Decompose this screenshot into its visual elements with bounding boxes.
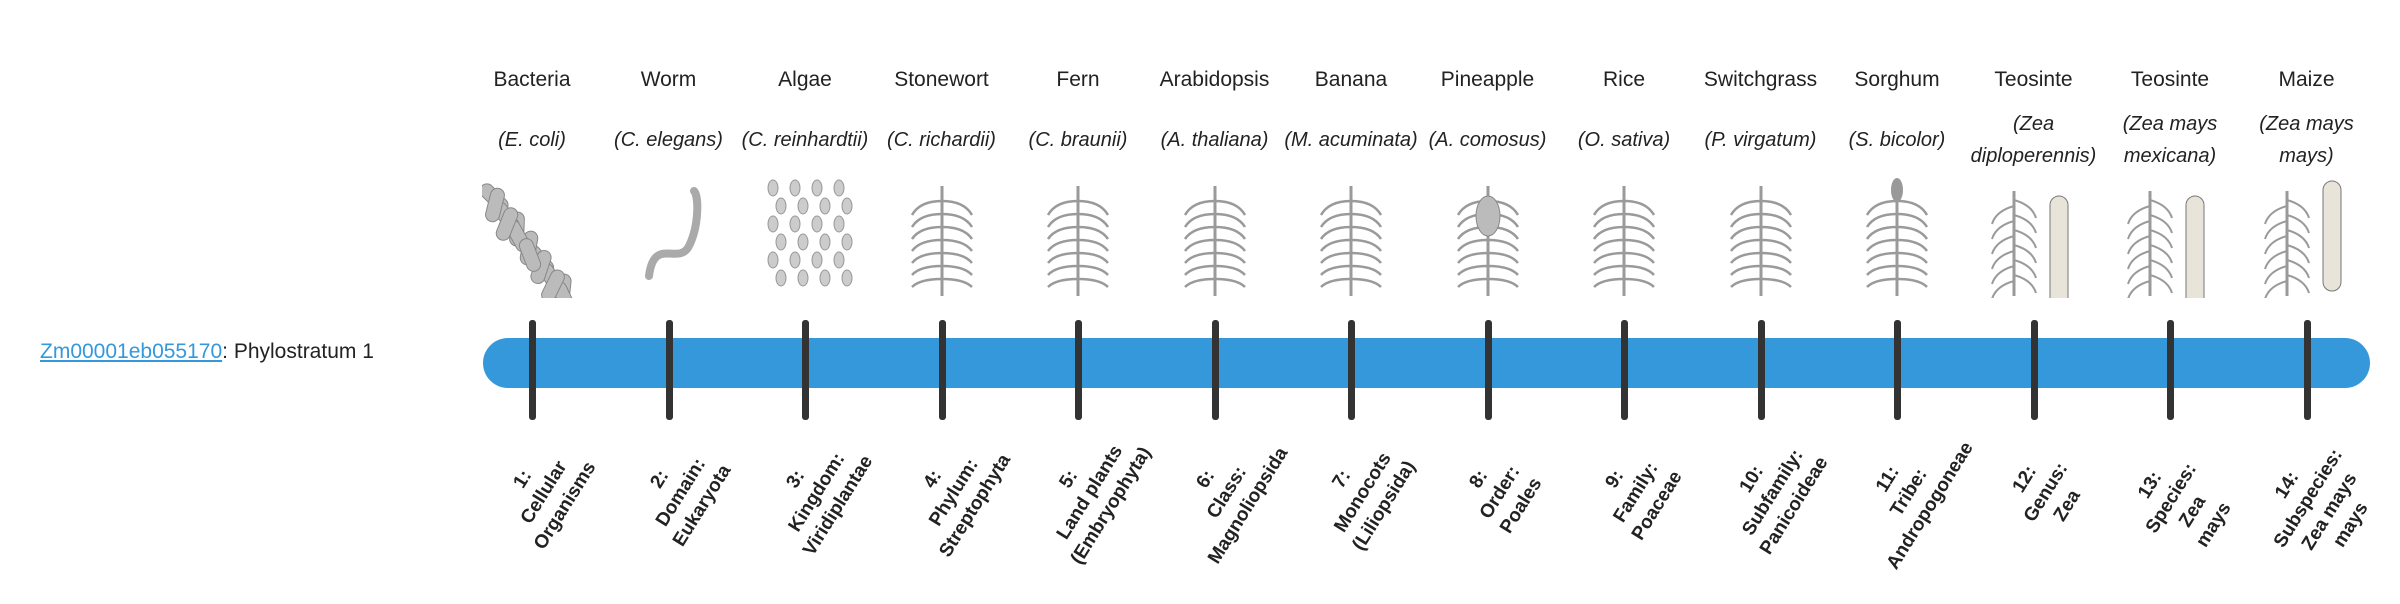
worm-icon	[619, 176, 719, 298]
stratum-tick	[529, 320, 536, 420]
pineapple-icon	[1438, 176, 1538, 298]
organism-species: (C. reinhardtii)	[737, 108, 873, 172]
organism-common-name: Banana	[1314, 68, 1388, 91]
stratum-tick	[1348, 320, 1355, 420]
organism-species: (O. sativa)	[1556, 108, 1692, 172]
fern-icon	[1028, 176, 1128, 298]
stratum-label: 1: Cellular Organisms	[467, 401, 621, 585]
species-text: (E. coli)	[498, 129, 566, 151]
bacteria-icon	[479, 176, 582, 315]
stratum-tick	[1211, 320, 1219, 420]
organism-species: (Zea mays mexicana)	[2102, 108, 2238, 172]
stratum-label: 5: Land plants (Embryophyta)	[1013, 401, 1167, 585]
organism-common-name: Sorghum	[1854, 68, 1940, 91]
organism-common-name: Maize	[2278, 68, 2335, 91]
stonewort-icon	[892, 176, 992, 298]
organism-species: (M. acuminata)	[1283, 108, 1419, 172]
species-text: (A. thaliana)	[1160, 129, 1269, 151]
organism-species: (C. braunii)	[1010, 108, 1146, 172]
phylostratum-text: : Phylostratum 1	[222, 340, 374, 363]
species-text: (P. virgatum)	[1704, 129, 1817, 151]
timeline-bar	[483, 338, 2370, 388]
species-text: (C. braunii)	[1028, 129, 1128, 151]
sorghum-icon	[1847, 176, 1947, 298]
stratum-tick	[1621, 320, 1628, 420]
organism-common-name: Rice	[1602, 68, 1645, 91]
switchgrass-icon	[1711, 176, 1811, 298]
stratum-tick	[938, 320, 946, 420]
species-text: (C. elegans)	[614, 129, 723, 151]
stratum-label: 14: Subspecies: Zea mays mays	[2231, 406, 2400, 603]
organism-common-name: Bacteria	[493, 68, 571, 91]
organism-species: (Zea mays mays)	[2239, 108, 2375, 172]
stratum-label: 11: Tribe: Andropogoneae	[1832, 401, 1986, 585]
organism-species: (C. elegans)	[601, 108, 737, 172]
species-text: (Zea mays mexicana)	[2122, 113, 2218, 167]
organism-species: (S. bicolor)	[1829, 108, 1965, 172]
species-text: (Zea diploperennis)	[1970, 113, 2097, 167]
species-text: (O. sativa)	[1577, 129, 1671, 151]
organism-common-name: Pineapple	[1440, 68, 1535, 91]
banana-icon	[1301, 176, 1401, 298]
stratum-tick	[665, 320, 673, 420]
stratum-label: 10: Subfamily: Panicoideae	[1696, 401, 1850, 585]
stratum-tick	[1757, 320, 1765, 420]
stratum-label: 9: Family: Poaceae	[1559, 401, 1713, 585]
teosinte-icon	[2120, 176, 2220, 307]
arabidopsis-icon	[1165, 176, 1265, 298]
organism-common-name: Algae	[778, 68, 832, 91]
stratum-tick	[2303, 320, 2311, 420]
organism-common-name: Teosinte	[2130, 68, 2210, 91]
stratum-label: 13: Species: Zea mays	[2095, 406, 2270, 603]
species-text: (A. comosus)	[1428, 129, 1547, 151]
stratum-label: 2: Domain: Eukaryota	[604, 401, 758, 585]
stratum-tick	[1075, 320, 1082, 420]
species-text: (Zea mays mays)	[2259, 113, 2354, 167]
stratum-label: 8: Order: Poales	[1423, 401, 1577, 585]
organism-species: (A. thaliana)	[1147, 108, 1283, 172]
stratum-label: 4: Phylum: Streptophyta	[877, 401, 1031, 585]
maize-icon	[2257, 176, 2357, 300]
species-text: (M. acuminata)	[1284, 129, 1418, 151]
organism-species: (P. virgatum)	[1693, 108, 1829, 172]
organism-common-name: Stonewort	[894, 68, 989, 91]
organism-common-name: Teosinte	[1994, 68, 2073, 91]
gene-link[interactable]: Zm00001eb055170	[40, 340, 223, 363]
stratum-tick	[1894, 320, 1901, 420]
organism-species: (Zea diploperennis)	[1966, 108, 2102, 172]
organism-common-name: Fern	[1056, 68, 1100, 91]
organism-common-name: Arabidopsis	[1159, 68, 1270, 91]
stratum-tick	[802, 320, 809, 420]
stratum-label: 3: Kingdom: Viridiplantae	[740, 401, 894, 585]
stratum-tick	[1484, 320, 1492, 420]
rice-icon	[1574, 176, 1674, 298]
organism-common-name: Switchgrass	[1703, 68, 1818, 91]
stratum-label: 6: Class: Magnoliopsida	[1150, 401, 1304, 585]
species-text: (S. bicolor)	[1848, 129, 1946, 151]
stratum-tick	[2030, 320, 2038, 420]
stratum-label: 12: Genus: Zea	[1969, 401, 2123, 585]
species-text: (C. reinhardtii)	[741, 129, 869, 151]
organism-species: (C. richardii)	[874, 108, 1010, 172]
algae-icon	[755, 176, 855, 298]
stratum-tick	[2167, 320, 2174, 420]
stratum-label: 7: Monocots (Liliopsida)	[1286, 401, 1440, 585]
organism-common-name: Worm	[640, 68, 697, 91]
gene-label: Zm00001eb055170: Phylostratum 1	[40, 340, 374, 364]
species-text: (C. richardii)	[887, 129, 996, 151]
teosinte-icon	[1984, 176, 2084, 307]
organism-species: (E. coli)	[464, 108, 600, 172]
organism-species: (A. comosus)	[1420, 108, 1556, 172]
